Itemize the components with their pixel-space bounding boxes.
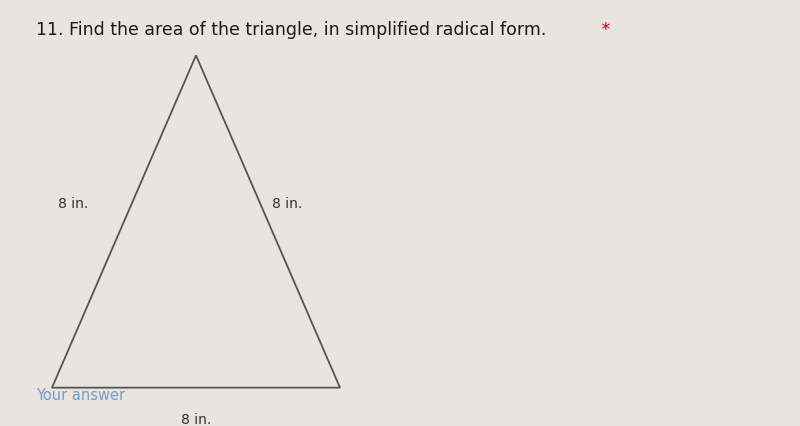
Text: 8 in.: 8 in. (58, 198, 88, 211)
Text: 8 in.: 8 in. (272, 198, 302, 211)
Text: *: * (596, 21, 610, 39)
Text: 8 in.: 8 in. (181, 413, 211, 426)
Text: 11. Find the area of the triangle, in simplified radical form.: 11. Find the area of the triangle, in si… (36, 21, 546, 39)
Text: Your answer: Your answer (36, 388, 125, 403)
Polygon shape (52, 55, 340, 388)
